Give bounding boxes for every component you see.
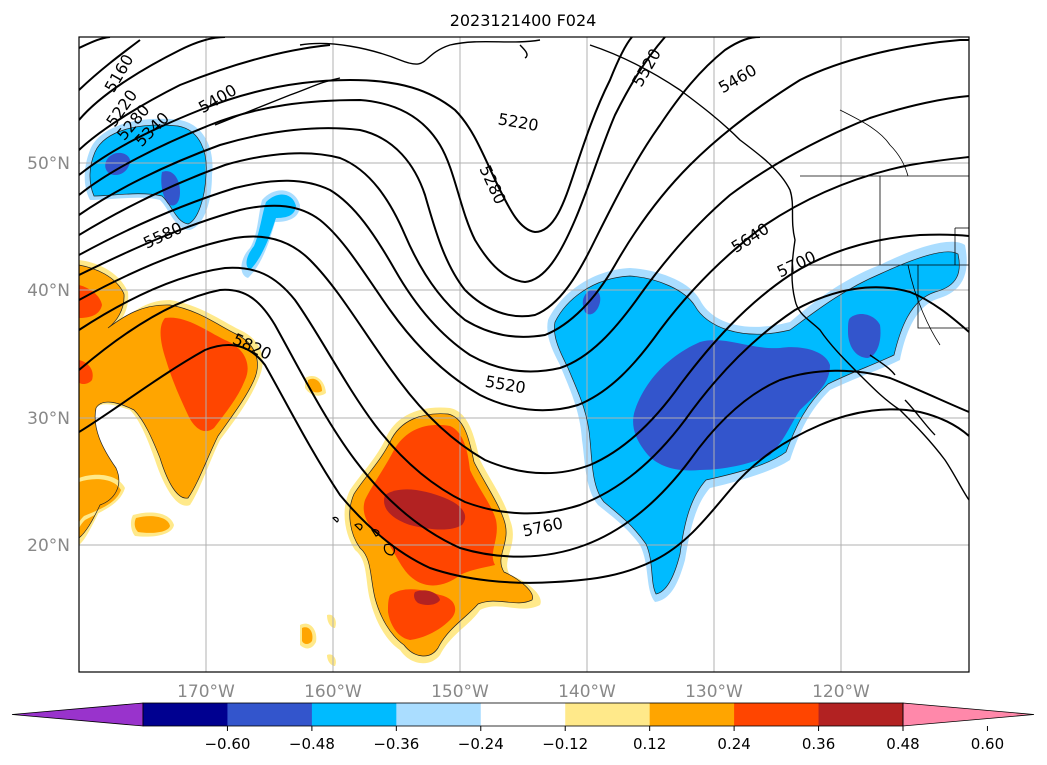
colorbar-segment xyxy=(734,703,820,726)
colorbar-segment xyxy=(227,703,313,726)
lon-label: 160°W xyxy=(304,682,362,702)
colorbar-tick-label: −0.36 xyxy=(373,735,419,753)
gridlines xyxy=(79,37,969,672)
lat-label: 30°N xyxy=(27,409,70,429)
colorbar-tick-label: 0.48 xyxy=(886,735,919,753)
colorbar-tick-label: −0.24 xyxy=(458,735,504,753)
colorbar-extend-low xyxy=(11,702,144,727)
lon-label: 140°W xyxy=(558,682,616,702)
map-plot-area: 5160 5220 5280 5340 5400 5220 5280 5460 … xyxy=(79,37,969,672)
colorbar-segment xyxy=(396,703,482,726)
lon-label: 120°W xyxy=(812,682,870,702)
height-contours xyxy=(79,37,969,584)
lat-label: 50°N xyxy=(27,154,70,174)
colorbar-tick-label: 0.60 xyxy=(971,735,1004,753)
colorbar-segment xyxy=(649,703,735,726)
colorbar-tick-label: −0.12 xyxy=(542,735,588,753)
contour-labels: 5160 5220 5280 5340 5400 5220 5280 5460 … xyxy=(101,45,819,540)
colorbar-segment xyxy=(565,703,651,726)
map-frame xyxy=(78,36,970,673)
colorbar-segment xyxy=(311,703,397,726)
lat-label: 40°N xyxy=(27,281,70,301)
lat-label: 20°N xyxy=(27,536,70,556)
colorbar-outline xyxy=(142,702,904,727)
anomaly-outlines xyxy=(79,124,960,657)
longitude-labels: 170°W 160°W 150°W 140°W 130°W 120°W xyxy=(177,682,870,702)
colorbar-segment xyxy=(143,703,228,726)
map-title: 2023121400 F024 xyxy=(450,11,597,30)
lon-label: 130°W xyxy=(685,682,743,702)
colorbar: −0.60 −0.48 −0.36 −0.24 −0.12 0.12 0.24 0.36 0.4… xyxy=(11,702,1035,753)
colorbar-tick-label: 0.12 xyxy=(633,735,666,753)
colorbar-segment xyxy=(480,703,566,726)
colorbar-tick-label: −0.60 xyxy=(204,735,250,753)
lon-label: 170°W xyxy=(177,682,235,702)
colorbar-tick-label: 0.24 xyxy=(717,735,750,753)
lon-label: 150°W xyxy=(431,682,489,702)
colorbar-tick-label: 0.36 xyxy=(802,735,835,753)
colorbar-tick-label: −0.48 xyxy=(289,735,335,753)
latitude-labels: 50°N 40°N 30°N 20°N xyxy=(27,154,70,556)
colorbar-segment xyxy=(818,703,904,726)
colorbar-extend-high xyxy=(902,702,1035,727)
